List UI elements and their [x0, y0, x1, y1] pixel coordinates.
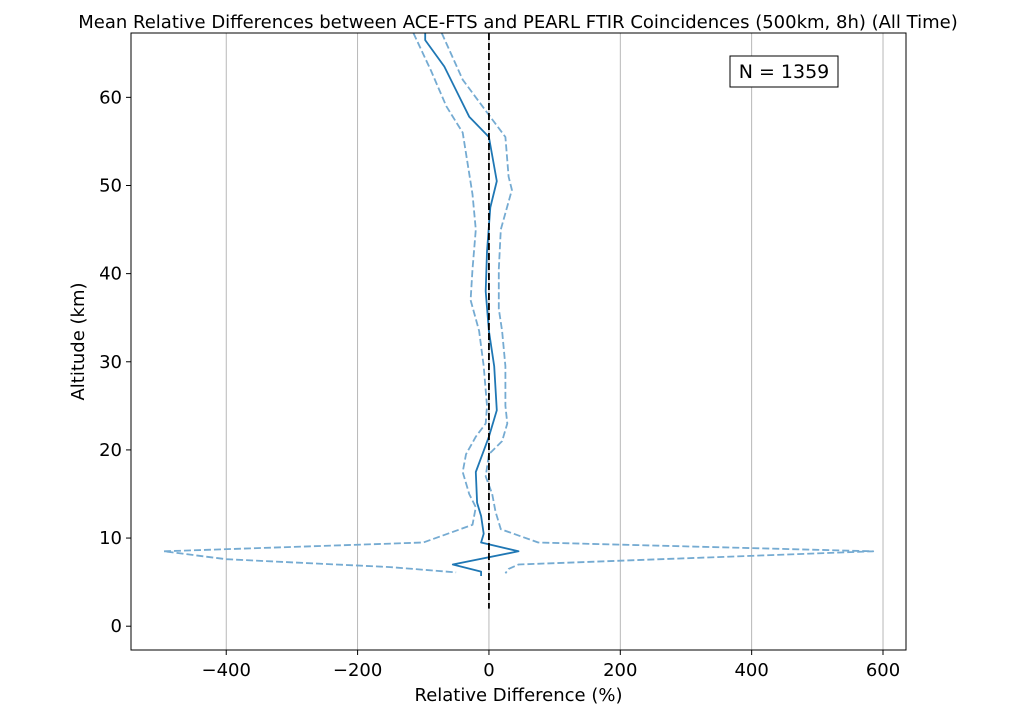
plot-lines: [162, 32, 875, 609]
y-tick-label: 20: [99, 440, 122, 461]
x-tick-label: −400: [202, 660, 251, 681]
upper-bound-line: [440, 32, 875, 574]
x-tick-label: 600: [866, 660, 900, 681]
y-tick-label: 40: [99, 264, 122, 285]
chart-title: Mean Relative Differences between ACE-FT…: [78, 12, 957, 33]
sample-count-box-border: [729, 55, 839, 88]
x-axis-label: Relative Difference (%): [415, 685, 623, 706]
grid: [225, 33, 884, 650]
x-ticks: −400 −200 0 200 400 600: [202, 650, 900, 681]
mean-line: [424, 33, 520, 576]
lower-bound-line: [162, 32, 488, 574]
x-tick-label: −200: [333, 660, 382, 681]
axes-frame: [130, 32, 907, 651]
y-axis-label: Altitude (km): [68, 282, 89, 400]
y-tick-label: 60: [99, 87, 122, 108]
y-tick-label: 30: [99, 352, 122, 373]
y-tick-label: 10: [99, 528, 122, 549]
sample-count-label: N = 1359: [739, 61, 830, 83]
x-tick-label: 200: [603, 660, 637, 681]
y-ticks: 0 10 20 30 40 50 60: [99, 87, 131, 637]
y-tick-label: 50: [99, 175, 122, 196]
y-tick-label: 0: [111, 616, 122, 637]
x-tick-label: 0: [483, 660, 494, 681]
x-tick-label: 400: [734, 660, 768, 681]
sample-count-box: N = 1359: [729, 55, 839, 88]
